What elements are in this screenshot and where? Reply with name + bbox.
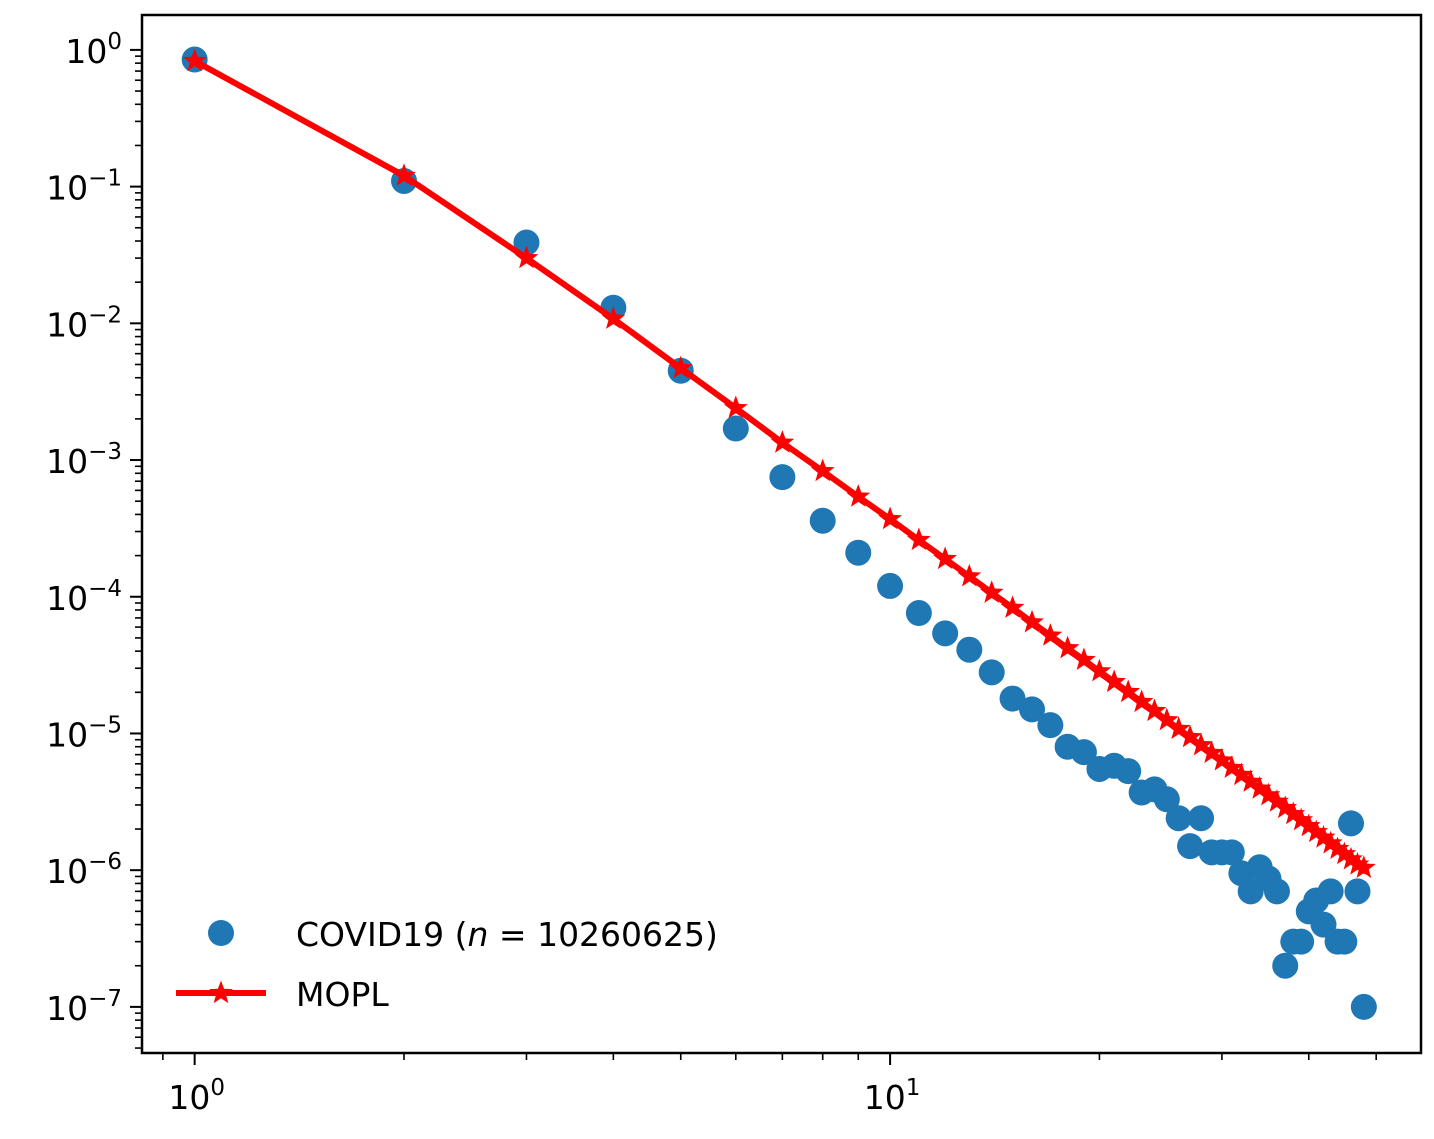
- mopl-point: [1020, 609, 1044, 633]
- covid19-point: [769, 464, 796, 491]
- y-tick-label: 10−7: [46, 986, 122, 1028]
- mopl-point: [906, 527, 931, 551]
- mopl-point: [1351, 855, 1376, 878]
- covid19-point: [877, 572, 904, 599]
- covid19-point: [513, 229, 540, 256]
- covid19-point: [1153, 786, 1180, 813]
- mopl-point: [1166, 716, 1191, 740]
- covid19-point: [999, 685, 1026, 712]
- covid19-point: [1263, 878, 1290, 905]
- mopl-point: [1325, 836, 1350, 860]
- covid19-point: [932, 620, 959, 647]
- mopl-point: [1296, 813, 1321, 837]
- covid19-point: [1037, 712, 1064, 739]
- mopl-point: [1129, 689, 1154, 713]
- covid19-point: [845, 539, 872, 566]
- mopl-point: [846, 484, 871, 507]
- covid19-point: [1344, 878, 1371, 905]
- mopl-point: [723, 395, 748, 419]
- mopl-point: [933, 546, 958, 570]
- mopl-point: [1265, 789, 1289, 812]
- covid19-point: [1331, 928, 1358, 955]
- mopl-point: [1318, 830, 1343, 854]
- covid19-point: [1070, 739, 1097, 766]
- mopl-point: [1116, 679, 1141, 703]
- mopl-point: [1332, 841, 1357, 865]
- y-tick-label: 100: [65, 29, 122, 71]
- covid19-point: [1272, 952, 1299, 979]
- mopl-point: [878, 506, 902, 530]
- covid19-point: [722, 415, 749, 442]
- covid19-point: [1317, 878, 1344, 905]
- y-tick-label: 10−4: [46, 576, 122, 618]
- mopl-point: [810, 458, 835, 482]
- covid19-point: [809, 507, 836, 534]
- y-tick-label: 10−1: [46, 166, 122, 208]
- mopl-point: [1273, 795, 1298, 819]
- y-tick-label: 10−2: [46, 302, 122, 344]
- legend-marker-mopl-star: [209, 980, 233, 1004]
- y-tick-labels: 100 10−1 10−2 10−3 10−4 10−5 10−6 10−7: [46, 29, 122, 1028]
- major-ticks: [130, 48, 892, 1065]
- covid19-point: [1350, 993, 1377, 1020]
- mopl-point: [1256, 782, 1281, 806]
- mopl-point: [1102, 669, 1127, 693]
- mopl-point: [514, 245, 539, 269]
- mopl-point: [1055, 635, 1080, 659]
- mopl-point: [1000, 595, 1025, 618]
- covid19-point: [1115, 758, 1142, 785]
- x-tick-labels: 100 101: [168, 1075, 920, 1117]
- mopl-point: [1154, 707, 1179, 731]
- mopl-point: [1281, 801, 1306, 825]
- y-tick-label: 10−5: [46, 712, 122, 754]
- legend-marker-covid19: [208, 920, 234, 946]
- mopl-point: [392, 163, 416, 186]
- mopl-point: [1247, 776, 1272, 799]
- y-tick-label: 10−3: [46, 439, 122, 481]
- mopl-point: [1038, 623, 1063, 646]
- x-tick-label: 100: [168, 1075, 225, 1117]
- mopl-point: [1219, 755, 1244, 779]
- mopl-point: [1189, 732, 1213, 756]
- mopl-point: [601, 306, 626, 329]
- mopl-point: [1229, 762, 1254, 786]
- covid19-point: [1288, 928, 1315, 955]
- plot-area: [181, 46, 1377, 1020]
- y-tick-label: 10−6: [46, 849, 122, 891]
- legend-label-covid19: COVID19 (n = 10260625): [296, 915, 718, 954]
- mopl-point: [1142, 698, 1167, 722]
- legend: COVID19 (n = 10260625) MOPL: [176, 915, 718, 1014]
- mopl-point: [1199, 740, 1224, 764]
- mopl-point: [1072, 647, 1096, 671]
- mopl-point: [1289, 807, 1314, 831]
- mopl-point: [770, 430, 795, 453]
- covid19-point: [1019, 696, 1046, 723]
- covid19-point: [1188, 805, 1215, 832]
- mopl-point: [1304, 819, 1329, 843]
- mopl-point: [1087, 658, 1112, 682]
- covid19-point: [1177, 833, 1204, 860]
- covid19-point: [978, 659, 1005, 686]
- covid19-point: [1337, 810, 1364, 837]
- legend-label-mopl: MOPL: [296, 975, 389, 1014]
- axes-frame: [140, 13, 1423, 1055]
- mopl-point: [182, 48, 207, 72]
- x-tick-label: 101: [864, 1075, 921, 1117]
- covid19-point: [956, 636, 983, 663]
- mopl-point: [957, 563, 982, 587]
- mopl-point: [668, 355, 693, 379]
- mopl-point: [979, 580, 1004, 603]
- mopl-point: [1178, 724, 1202, 748]
- mopl-point: [1311, 825, 1336, 848]
- covid19-point: [1165, 805, 1192, 832]
- mopl-point: [1339, 846, 1363, 870]
- mopl-point: [1238, 769, 1263, 792]
- mopl-point: [1345, 852, 1370, 875]
- covid19-point: [905, 600, 932, 627]
- covid19-point: [1218, 839, 1245, 866]
- mopl-point: [1210, 747, 1234, 771]
